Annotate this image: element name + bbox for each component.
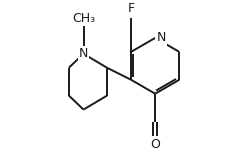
Text: N: N bbox=[79, 47, 88, 60]
Text: CH₃: CH₃ bbox=[72, 12, 95, 25]
Text: F: F bbox=[128, 2, 135, 15]
Text: O: O bbox=[150, 138, 160, 151]
Text: N: N bbox=[156, 31, 166, 44]
